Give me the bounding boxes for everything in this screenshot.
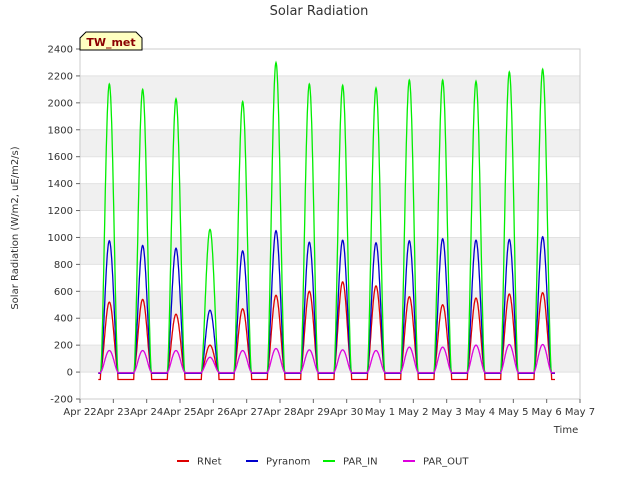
legend: RNet Pyranom PAR_IN PAR_OUT (177, 457, 469, 468)
grid-band (80, 75, 580, 103)
series-line-rnet (98, 281, 555, 381)
y-tick-label: 1800 (48, 125, 73, 136)
legend-label-par-out: PAR_OUT (423, 457, 469, 468)
chart-title: Solar Radiation (270, 4, 369, 19)
x-tick-label: May 1 (365, 407, 395, 418)
y-tick-label: 800 (54, 260, 73, 271)
legend-label-par-in: PAR_IN (343, 457, 378, 468)
grid-band (80, 183, 580, 211)
y-tick-label: 1400 (48, 179, 73, 190)
y-tick-label: 400 (54, 314, 73, 325)
y-tick-label: -200 (50, 395, 73, 406)
grid-band (80, 129, 580, 157)
plot-background-layer (80, 48, 580, 400)
x-tick-label: Apr 26 (197, 407, 230, 418)
legend-label-rnet: RNet (197, 457, 222, 468)
x-tick-label: May 2 (398, 407, 428, 418)
y-tick-label: 200 (54, 341, 73, 352)
y-tick-label: 2200 (48, 71, 73, 82)
series-line-par-out (98, 343, 555, 374)
site-tag: TW_met (79, 31, 143, 51)
axes-layer: -200 0 200 400 600 800 1000 1200 1400 1600 1800 200… (48, 45, 596, 419)
x-tick-label: Apr 25 (163, 407, 196, 418)
site-tag-box (79, 31, 143, 51)
y-tick-label: 2400 (48, 45, 73, 56)
grid-band (80, 237, 580, 265)
x-tick-label: Apr 29 (297, 407, 330, 418)
series-layer (98, 60, 555, 381)
x-tick-label: May 3 (432, 407, 462, 418)
y-tick-label: 1600 (48, 152, 73, 163)
x-tick-label: Apr 23 (97, 407, 130, 418)
x-tick-label: Apr 27 (230, 407, 263, 418)
legend-label-pyranom: Pyranom (266, 457, 310, 468)
x-tick-label: Apr 24 (130, 407, 163, 418)
x-axis-title: Time (553, 425, 578, 436)
y-tick-label: 1200 (48, 206, 73, 217)
y-tick-label: 1000 (48, 233, 73, 244)
plot-area (80, 49, 580, 399)
y-axis-title: Solar Radiation (W/m2, uE/m2/s) (10, 146, 21, 309)
site-tag-label: TW_met (86, 36, 135, 49)
y-tick-label: 600 (54, 287, 73, 298)
grid-band (80, 291, 580, 319)
x-tick-label: Apr 22 (63, 407, 96, 418)
x-tick-label: May 7 (565, 407, 595, 418)
grid-band (80, 345, 580, 373)
x-tick-label: May 6 (532, 407, 562, 418)
x-tick-label: Apr 30 (330, 407, 363, 418)
y-tick-label: 2000 (48, 98, 73, 109)
y-tick-label: 0 (67, 368, 73, 379)
x-tick-label: May 5 (498, 407, 528, 418)
plot-frame (79, 48, 581, 400)
x-tick-label: May 4 (465, 407, 495, 418)
x-tick-label: Apr 28 (263, 407, 296, 418)
